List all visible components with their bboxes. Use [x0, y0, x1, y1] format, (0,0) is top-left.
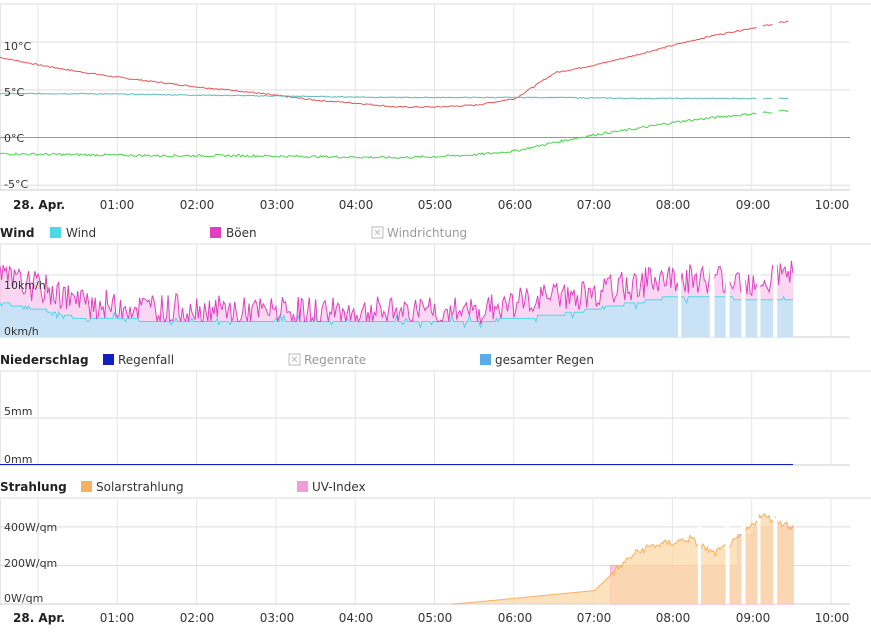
wind-gap-2	[709, 264, 715, 337]
temp-ylabel-0: 0°C	[4, 132, 24, 145]
wind-panel: Wind Wind Böen ✕ Windrichtung 10km/h 0km…	[0, 226, 871, 338]
legend-uv-label: UV-Index	[312, 480, 366, 494]
tick-bottom-10: 10:00	[815, 611, 850, 625]
radiation-ylabel-400: 400W/qm	[4, 521, 57, 534]
legend-wind[interactable]: Wind	[50, 226, 96, 240]
wind-gap-5	[757, 264, 761, 337]
wind-series	[0, 260, 794, 337]
radiation-title: Strahlung	[0, 480, 67, 494]
legend-uv[interactable]: UV-Index	[297, 480, 366, 494]
legend-rainfall[interactable]: Regenfall	[103, 353, 174, 367]
temp-ylabel-minus5: -5°C	[4, 178, 28, 191]
radiation-gap-5	[773, 518, 778, 604]
tick-bottom-07: 07:00	[577, 611, 612, 625]
tick-top-02: 02:00	[180, 198, 215, 212]
temp-series	[0, 20, 789, 160]
tick-bottom-02: 02:00	[180, 611, 215, 625]
date-label-bottom: 28. Apr.	[13, 611, 65, 625]
tick-top-08: 08:00	[656, 198, 691, 212]
gust-line	[0, 260, 794, 324]
precipitation-panel: Niederschlag Regenfall ✕ Regenrate gesam…	[0, 353, 871, 466]
tick-bottom-06: 06:00	[498, 611, 533, 625]
legend-gusts-label: Böen	[226, 226, 257, 240]
legend-rainrate[interactable]: ✕ Regenrate	[288, 353, 366, 367]
radiation-gap-4	[757, 518, 761, 604]
legend-total-rain-swatch	[480, 354, 491, 365]
legend-total-rain[interactable]: gesamter Regen	[480, 353, 594, 367]
precip-ylabel-5: 5mm	[4, 405, 32, 418]
legend-wind-swatch	[50, 227, 61, 238]
legend-wind-direction-icon: ✕	[373, 228, 381, 239]
wind-ylabel-10: 10km/h	[4, 279, 46, 292]
tick-top-01: 01:00	[100, 198, 135, 212]
time-axis-bottom: 28. Apr. 01:00 02:00 03:00 04:00 05:00 0…	[13, 611, 849, 625]
wind-gap-4	[741, 264, 746, 337]
radiation-series	[451, 512, 794, 605]
radiation-ylabel-0: 0W/qm	[4, 592, 43, 605]
date-label-top: 28. Apr.	[13, 198, 65, 212]
legend-wind-label: Wind	[66, 226, 96, 240]
temp-grid	[0, 3, 871, 191]
radiation-panel: Strahlung Solarstrahlung UV-Index 400W/q…	[0, 480, 871, 605]
tick-top-03: 03:00	[260, 198, 295, 212]
tick-top-09: 09:00	[736, 198, 771, 212]
tick-bottom-05: 05:00	[418, 611, 453, 625]
wind-gap-6	[773, 264, 778, 337]
tick-top-05: 05:00	[418, 198, 453, 212]
legend-solar[interactable]: Solarstrahlung	[81, 480, 184, 494]
radiation-gap-2	[725, 518, 730, 604]
precip-title: Niederschlag	[0, 353, 89, 367]
wind-ylabel-0: 0km/h	[4, 325, 39, 338]
legend-gusts[interactable]: Böen	[210, 226, 257, 240]
wind-line	[0, 295, 793, 328]
tick-bottom-01: 01:00	[100, 611, 135, 625]
tick-top-04: 04:00	[339, 198, 374, 212]
temp-series-line-2	[0, 92, 789, 100]
legend-rainfall-swatch	[103, 354, 114, 365]
radiation-ylabel-200: 200W/qm	[4, 557, 57, 570]
solar-area	[452, 513, 793, 604]
precip-grid	[0, 370, 871, 466]
legend-rainrate-swatch	[288, 353, 301, 366]
temperature-panel: 10°C 5°C 0°C -5°C	[0, 3, 871, 191]
tick-bottom-09: 09:00	[736, 611, 771, 625]
temp-ylabel-10: 10°C	[4, 40, 31, 53]
time-axis-top: 28. Apr. 01:00 02:00 03:00 04:00 05:00 0…	[13, 198, 849, 212]
radiation-gap-3	[741, 518, 746, 604]
legend-wind-direction-label: Windrichtung	[387, 226, 467, 240]
precip-ylabel-0: 0mm	[4, 453, 32, 466]
wind-title: Wind	[0, 226, 34, 240]
legend-wind-direction-swatch	[371, 226, 384, 239]
tick-top-06: 06:00	[498, 198, 533, 212]
temp-series-line-1	[0, 20, 789, 109]
tick-bottom-08: 08:00	[656, 611, 691, 625]
legend-rainrate-icon: ✕	[290, 355, 298, 366]
legend-rainfall-label: Regenfall	[118, 353, 174, 367]
temp-series-line-3	[0, 109, 789, 160]
legend-solar-swatch	[81, 481, 92, 492]
tick-bottom-03: 03:00	[260, 611, 295, 625]
legend-gusts-swatch	[210, 227, 221, 238]
legend-rainrate-label: Regenrate	[304, 353, 366, 367]
wind-gap-1	[678, 264, 682, 337]
legend-total-rain-label: gesamter Regen	[495, 353, 594, 367]
wind-gap-3	[725, 264, 730, 337]
tick-bottom-04: 04:00	[339, 611, 374, 625]
solar-line	[451, 512, 794, 605]
legend-wind-direction[interactable]: ✕ Windrichtung	[371, 226, 467, 240]
tick-top-07: 07:00	[577, 198, 612, 212]
temp-ylabel-5: 5°C	[4, 86, 24, 99]
legend-solar-label: Solarstrahlung	[96, 480, 184, 494]
tick-top-10: 10:00	[815, 198, 850, 212]
legend-uv-swatch	[297, 481, 308, 492]
radiation-gap-1	[697, 518, 702, 604]
